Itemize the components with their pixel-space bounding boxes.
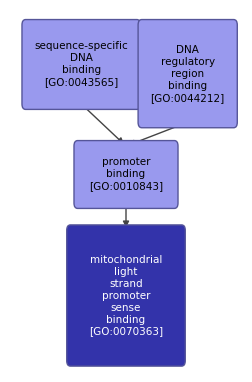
FancyBboxPatch shape [74,141,178,209]
Text: promoter
binding
[GO:0010843]: promoter binding [GO:0010843] [89,157,163,191]
FancyBboxPatch shape [67,225,185,366]
Text: mitochondrial
light
strand
promoter
sense
binding
[GO:0070363]: mitochondrial light strand promoter sens… [89,254,163,337]
Text: sequence-specific
DNA
binding
[GO:0043565]: sequence-specific DNA binding [GO:004356… [34,42,128,87]
FancyBboxPatch shape [138,19,237,128]
Text: DNA
regulatory
region
binding
[GO:0044212]: DNA regulatory region binding [GO:004421… [150,45,225,103]
FancyBboxPatch shape [22,19,141,109]
